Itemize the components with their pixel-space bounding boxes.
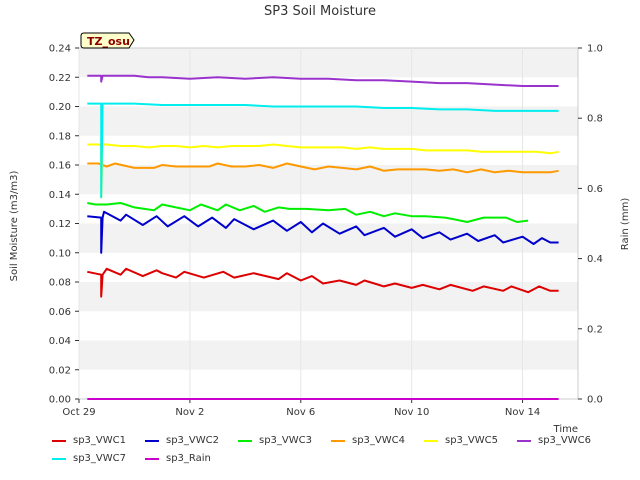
y-axis-label: Soil Moisture (m3/m3) (9, 171, 20, 282)
series-line-sp3_VWC1 (87, 267, 559, 298)
legend-item-sp3_VWC6: sp3_VWC6 (517, 435, 591, 446)
y-tick-label: 0.20 (49, 102, 71, 113)
legend-label: sp3_Rain (166, 453, 211, 464)
y2-axis-ticks: 0.0 0.2 0.4 0.6 0.8 1.0 (578, 44, 603, 406)
y-tick-label: 0.10 (49, 248, 71, 259)
x-tick-label: Nov 10 (394, 407, 429, 418)
y-tick-label: 0.24 (49, 44, 71, 55)
legend-swatch (145, 457, 159, 460)
series-line-sp3_VWC2 (87, 210, 559, 254)
y-tick-label: 0.16 (49, 161, 71, 172)
y-tick-label: 0.08 (49, 278, 71, 289)
badge-text: TZ_osu (87, 35, 130, 48)
legend-label: sp3_VWC5 (445, 435, 498, 446)
y-axis-ticks: 0.00 0.02 0.04 0.06 0.08 0.10 0.12 0.14 0.16 0.18… (49, 44, 79, 406)
series-line-sp3_VWC3 (87, 202, 529, 223)
y2-tick-label: 1.0 (587, 44, 603, 55)
y-tick-label: 0.02 (49, 365, 71, 376)
legend-label: sp3_VWC2 (166, 435, 219, 446)
y2-tick-label: 0.2 (587, 324, 603, 335)
grid (78, 48, 524, 399)
legend-swatch (331, 439, 345, 442)
legend-swatch (517, 439, 531, 442)
series-lines (87, 74, 559, 400)
legend-label: sp3_VWC7 (73, 453, 126, 464)
series-line-sp3_VWC5 (87, 143, 559, 199)
y-tick-label: 0.00 (49, 395, 71, 406)
legend-item-sp3_VWC2: sp3_VWC2 (145, 435, 219, 446)
legend-swatch (424, 439, 438, 442)
plot-background-bands (79, 48, 578, 370)
x-tick-label: Oct 29 (62, 407, 95, 418)
plot-band (79, 165, 578, 195)
legend-label: sp3_VWC1 (73, 435, 126, 446)
x-tick-label: Nov 6 (286, 407, 315, 418)
legend-label: sp3_VWC6 (538, 435, 591, 446)
plot-band (79, 340, 578, 370)
y2-tick-label: 0.6 (587, 184, 603, 195)
x-tick-label: Nov 14 (505, 407, 540, 418)
x-axis-label: Time (553, 424, 578, 435)
y2-axis-label: Rain (mm) (620, 198, 631, 251)
y-tick-label: 0.18 (49, 131, 71, 142)
legend-swatch (145, 439, 159, 442)
legend-label: sp3_VWC3 (259, 435, 312, 446)
series-line-sp3_VWC6 (87, 74, 559, 87)
legend-item-sp3_VWC4: sp3_VWC4 (331, 435, 405, 446)
legend-item-sp3_VWC3: sp3_VWC3 (238, 435, 312, 446)
y-tick-label: 0.04 (49, 336, 71, 347)
legend-swatch (52, 439, 66, 442)
chart-title: SP3 Soil Moisture (264, 4, 376, 19)
plot-band (79, 223, 578, 253)
site-badge: TZ_osu (80, 32, 135, 49)
legend-item-sp3_VWC1: sp3_VWC1 (52, 435, 126, 446)
legend-item-sp3_VWC7: sp3_VWC7 (52, 453, 126, 464)
legend-swatch (238, 439, 252, 442)
plot-band (79, 48, 578, 78)
y2-tick-label: 0.4 (587, 254, 603, 265)
legend-item-sp3_VWC5: sp3_VWC5 (424, 435, 498, 446)
series-line-sp3_VWC7 (87, 102, 559, 199)
y-tick-label: 0.22 (49, 73, 71, 84)
legend-swatch (52, 457, 66, 460)
y-tick-label: 0.12 (49, 219, 71, 230)
legend-item-sp3_Rain: sp3_Rain (145, 453, 211, 464)
y2-tick-label: 0.8 (587, 114, 603, 125)
badge-shape (80, 32, 135, 49)
x-axis-ticks: Oct 29 Nov 2 Nov 6 Nov 10 Nov 14 (62, 399, 540, 418)
series-line-sp3_VWC4 (87, 162, 559, 174)
legend-label: sp3_VWC4 (352, 435, 405, 446)
y2-tick-label: 0.0 (587, 395, 603, 406)
x-tick-label: Nov 2 (175, 407, 204, 418)
y-tick-label: 0.06 (49, 307, 71, 318)
plot-band (79, 282, 578, 312)
y-tick-label: 0.14 (49, 190, 71, 201)
